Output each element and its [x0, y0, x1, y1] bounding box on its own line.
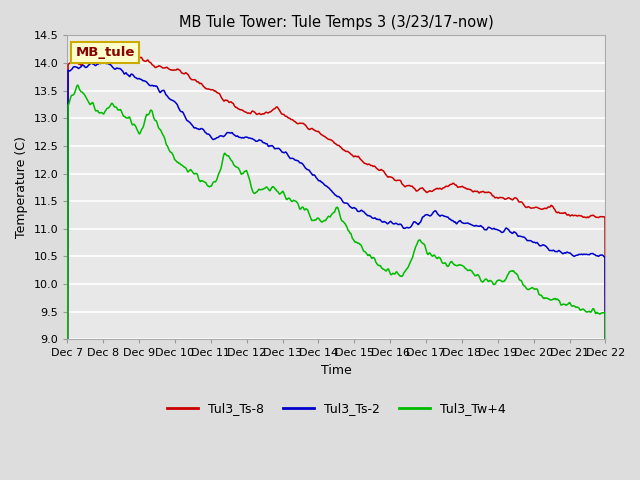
Text: MB_tule: MB_tule: [76, 46, 135, 59]
Legend: Tul3_Ts-8, Tul3_Ts-2, Tul3_Tw+4: Tul3_Ts-8, Tul3_Ts-2, Tul3_Tw+4: [162, 397, 511, 420]
Y-axis label: Temperature (C): Temperature (C): [15, 136, 28, 238]
X-axis label: Time: Time: [321, 364, 352, 377]
Title: MB Tule Tower: Tule Temps 3 (3/23/17-now): MB Tule Tower: Tule Temps 3 (3/23/17-now…: [179, 15, 493, 30]
